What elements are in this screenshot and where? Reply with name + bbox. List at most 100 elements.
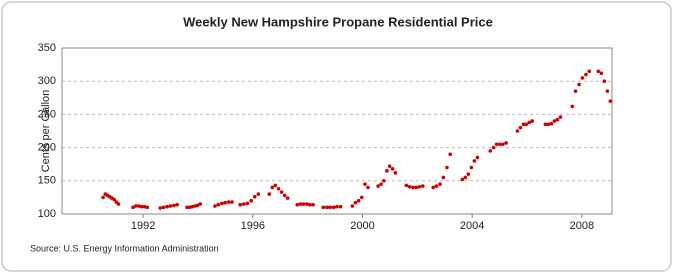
data-point [142,204,147,209]
data-point [376,184,380,188]
data-point [158,206,162,210]
data-point [382,179,386,183]
data-point [393,171,398,175]
data-point [494,142,499,147]
data-point [325,205,329,210]
data-point [295,202,300,207]
data-point [241,202,246,206]
chart-frame [1,1,672,272]
data-point [605,89,610,93]
data-point [270,185,275,190]
data-point [213,204,217,208]
data-point [223,200,227,205]
data-point [112,197,116,202]
data-point [190,204,195,209]
data-point [379,182,383,186]
data-point [305,202,309,206]
data-point [363,182,367,186]
data-point [136,204,141,208]
data-point [472,159,477,163]
data-point [417,184,422,189]
data-point [602,79,607,83]
data-point [587,69,592,74]
data-point [460,177,465,182]
data-point [570,104,575,109]
data-point [407,184,412,189]
data-point [524,122,528,127]
data-point [596,69,601,74]
data-point [273,183,278,188]
y-tick-label: 200 [38,142,56,154]
data-point [515,129,520,133]
data-point [252,194,257,199]
data-point [145,205,150,210]
data-point [359,195,364,200]
data-point [116,202,121,206]
data-point [580,76,585,80]
data-point [249,198,253,203]
data-point [195,203,200,208]
data-point [256,192,261,196]
data-point [185,205,189,210]
data-point [421,184,425,188]
data-point [245,201,250,206]
data-point [431,185,436,190]
x-tick-label: 2004 [460,220,484,232]
data-point [573,89,578,93]
data-point [599,71,604,76]
data-point [331,205,336,210]
data-point [608,99,613,103]
data-point [101,195,105,200]
data-point [335,204,339,209]
data-point [165,204,169,209]
data-point [438,182,442,186]
data-point [279,190,284,194]
data-point [488,149,493,153]
data-point [338,204,343,209]
data-point [175,202,179,207]
data-point [518,125,523,130]
data-point [308,202,312,207]
data-point [445,165,449,170]
data-point [414,185,419,190]
data-point [434,184,439,188]
y-tick-label: 100 [38,208,56,220]
data-point [584,72,588,77]
data-point [298,202,303,206]
source-note: Source: U.S. Energy Information Administ… [30,243,219,253]
data-point [552,119,557,123]
data-point [226,200,231,204]
data-point [353,200,358,205]
x-tick-label: 2000 [350,220,374,232]
x-tick-label: 1992 [131,220,155,232]
data-point [168,204,173,208]
y-tick-label: 150 [38,175,56,187]
data-point [448,152,453,157]
data-point [543,122,548,127]
data-point [466,172,471,176]
data-point [301,202,306,206]
data-point [131,205,135,210]
data-point [404,183,409,188]
data-point [282,193,287,198]
data-point [546,122,551,127]
y-tick-label: 350 [38,42,56,54]
data-point [328,205,332,210]
data-point [139,204,144,209]
y-tick-label: 250 [38,108,56,120]
data-point [498,142,502,147]
data-point [321,205,326,210]
data-point [577,82,581,87]
data-point [387,164,392,168]
data-point [267,192,272,196]
data-point [558,115,563,119]
data-point [549,121,554,126]
data-point [390,167,395,171]
data-point [198,202,202,206]
data-point [521,122,526,127]
data-point [356,198,361,203]
data-point [475,155,480,160]
x-tick-label: 2008 [570,220,594,232]
data-point [469,165,474,170]
